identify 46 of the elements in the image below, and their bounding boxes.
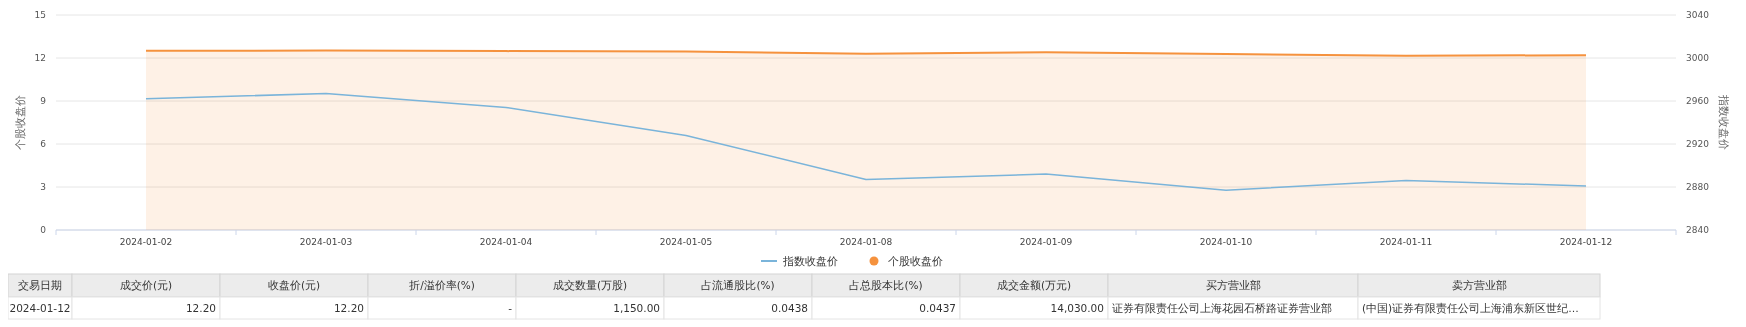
category-label: 成交价(元)	[119, 279, 173, 292]
x-tick-label: 2024-01-02	[119, 237, 173, 247]
category-label: 占流通股比(%)	[701, 279, 775, 292]
text: 12.20	[185, 301, 216, 314]
x-tick-label: 2024-01-03	[299, 237, 353, 247]
x-tick-label: 2024-01-09	[1019, 237, 1073, 247]
category-label: 成交金额(万元)	[996, 279, 1072, 292]
x-tick-label: 2024-01-05	[659, 237, 713, 247]
y2-tick-label: 2880	[1686, 182, 1710, 193]
category-label: 收盘价(元)	[267, 279, 321, 292]
text: 0.0438	[771, 301, 808, 314]
text: 0.0437	[919, 301, 956, 314]
x-tick-label: 2024-01-10	[1199, 237, 1253, 247]
y2-tick-label: 2840	[1686, 225, 1710, 236]
y2-tick-label: 3040	[1686, 10, 1710, 21]
y-tick-label: 9	[40, 96, 47, 107]
category-label: 折/溢价率(%)	[409, 279, 475, 292]
text: 12.20	[333, 301, 364, 314]
text: 2024-01-12	[9, 301, 71, 314]
y-axis-title: 个股收盘价	[14, 95, 26, 150]
legend-label: 个股收盘价	[888, 254, 943, 267]
y2-tick-label: 2920	[1686, 139, 1710, 150]
text: 1,150.00	[613, 301, 660, 314]
x-tick-label: 2024-01-12	[1559, 237, 1613, 247]
y2-axis-title: 指数收盘价	[1718, 94, 1730, 150]
text: 证券有限责任公司上海花园石桥路证券营业部	[1112, 301, 1332, 314]
category-label: 买方营业部	[1205, 279, 1261, 292]
y2-tick-label: 2960	[1686, 96, 1710, 107]
text: (中国)证券有限责任公司上海浦东新区世纪…	[1362, 301, 1579, 314]
text: -	[508, 301, 512, 314]
category-label: 成交数量(万股)	[552, 279, 628, 292]
category-label: 卖方营业部	[1451, 279, 1507, 292]
line-series	[145, 92, 1587, 191]
x-tick-label: 2024-01-11	[1379, 237, 1433, 247]
legend-label: 指数收盘价	[782, 254, 838, 267]
y-tick-label: 0	[40, 225, 47, 236]
y-tick-label: 6	[40, 139, 47, 150]
y-tick-label: 15	[34, 10, 46, 21]
y-tick-label: 3	[40, 182, 46, 193]
y2-tick-label: 3000	[1686, 53, 1710, 64]
category-label: 交易日期	[18, 279, 62, 292]
category-label: 占总股本比(%)	[849, 279, 923, 292]
x-tick-label: 2024-01-04	[479, 237, 533, 247]
x-tick-label: 2024-01-08	[839, 237, 893, 247]
text: 14,030.00	[1050, 301, 1104, 314]
y-tick-label: 12	[34, 53, 46, 64]
